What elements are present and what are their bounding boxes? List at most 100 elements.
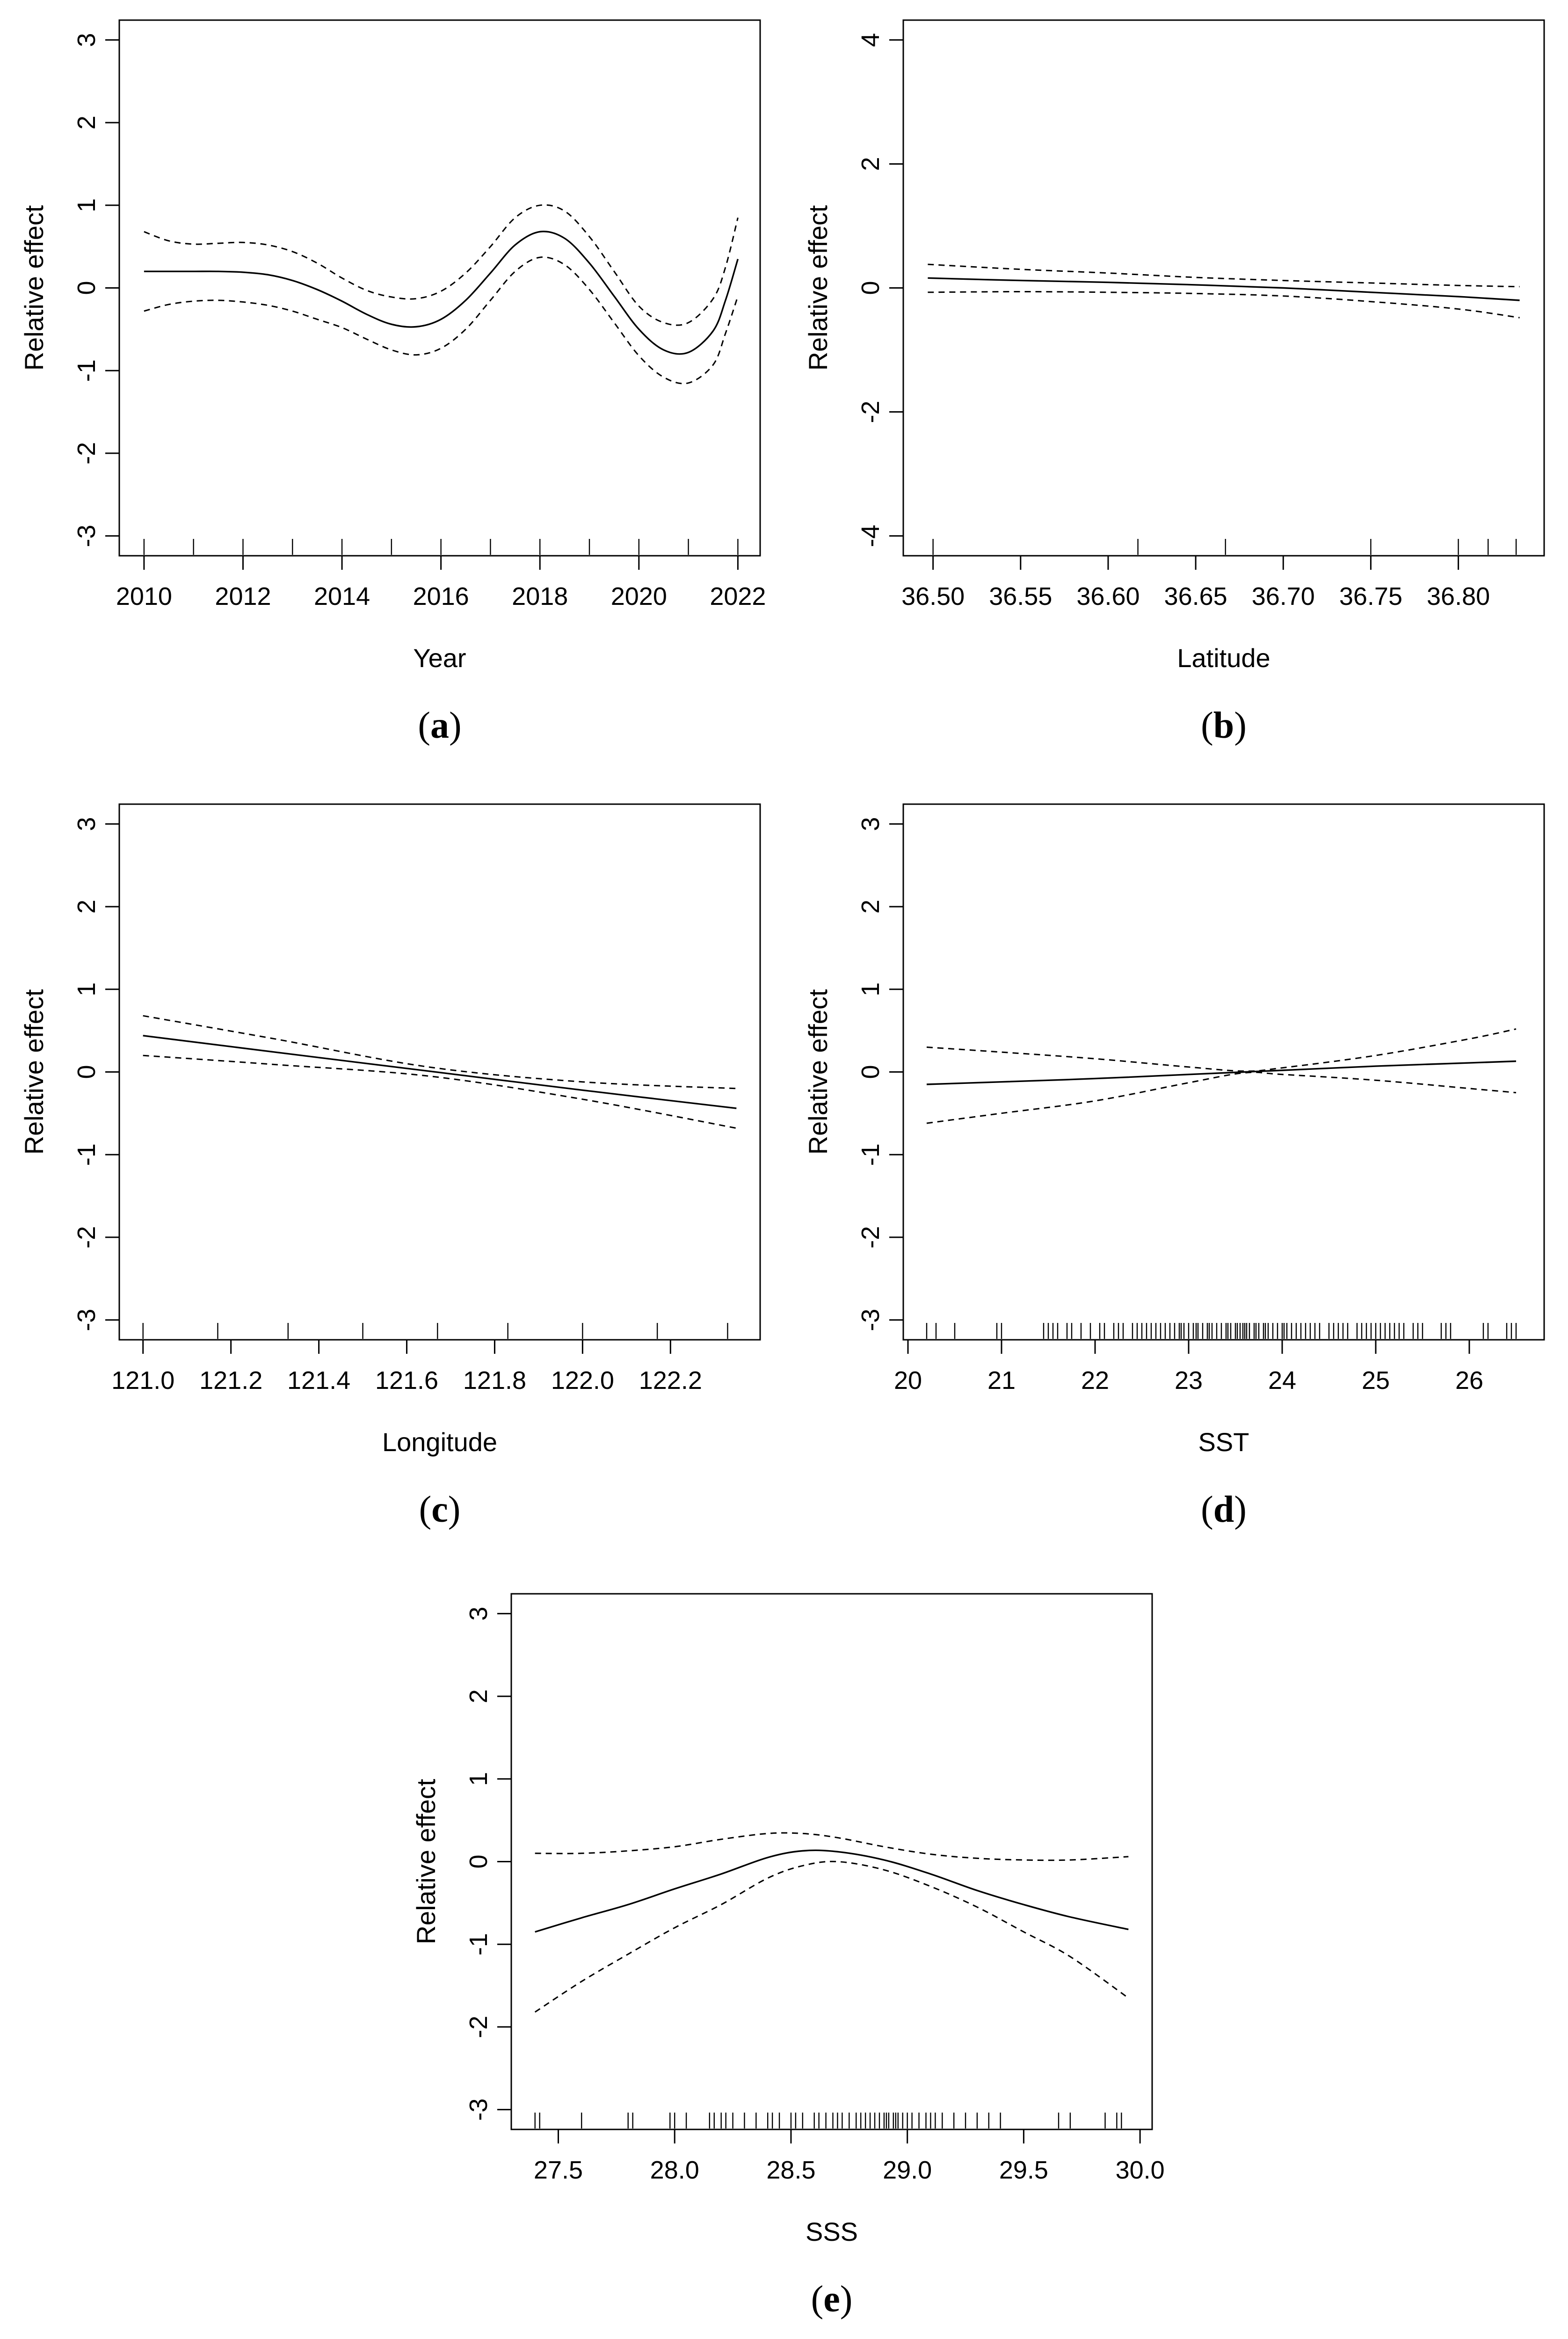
panel-e: 27.5 28.0 28.5 29.0 29.5 30.0 SSS -3 -2 -1 0 1 2 3 Rel…	[392, 1577, 1176, 2325]
gam-smooth-plot-latitude: 36.50 36.55 36.60 36.65 36.70 36.75 36.80 Latit…	[803, 19, 1545, 673]
y-tick-label: 0	[857, 281, 885, 295]
y-tick-label: 3	[465, 1606, 493, 1620]
caption-letter: b	[1213, 705, 1234, 746]
x-tick-label: 121.6	[375, 1366, 438, 1395]
y-tick-label: 4	[857, 33, 885, 47]
caption-paren-close: )	[449, 705, 462, 746]
y-tick-label: 0	[73, 281, 101, 295]
figure-row-1: 2010 2012 2014 2016 2018 2020 2022 Year -3 -2 -1 0 1…	[0, 4, 1568, 751]
y-tick-label: -3	[73, 1309, 101, 1331]
y-tick-label: -1	[73, 359, 101, 382]
y-tick-label: 2	[857, 157, 885, 171]
rug-marks	[143, 539, 739, 555]
ci-lower-line	[144, 256, 739, 385]
y-tick-label: -2	[857, 401, 885, 423]
panel-e-caption: (e)	[392, 2274, 1176, 2325]
y-tick-label: -2	[73, 442, 101, 465]
x-tick-label: 21	[987, 1366, 1016, 1395]
ci-lower-line	[926, 1071, 1517, 1124]
caption-paren-open: (	[418, 705, 430, 746]
x-tick-label: 25	[1362, 1366, 1390, 1395]
y-axis-title: Relative effect	[803, 205, 833, 370]
plot-box	[902, 19, 1545, 557]
ci-lower-line	[143, 1054, 737, 1129]
y-tick-label: 3	[73, 33, 101, 47]
y-tick-label: 1	[857, 982, 885, 996]
caption-letter: e	[823, 2279, 840, 2320]
caption-paren-open: (	[811, 2279, 824, 2320]
y-tick-label: -2	[465, 2016, 493, 2038]
ci-upper-line	[535, 1832, 1129, 1861]
x-tick-label: 2012	[215, 582, 271, 610]
y-axis: -3 -2 -1 0 1 2 3 Relative effect	[19, 817, 119, 1331]
x-axis-title: Year	[413, 643, 466, 673]
x-tick-label: 121.8	[463, 1366, 526, 1395]
rug-marks	[142, 1323, 728, 1339]
y-tick-label: 1	[465, 1772, 493, 1786]
plot-box	[902, 803, 1545, 1341]
y-tick-label: -3	[73, 525, 101, 547]
panel-a-caption: (a)	[0, 700, 784, 751]
gam-smooth-plot-year: 2010 2012 2014 2016 2018 2020 2022 Year -3 -2 -1 0 1…	[19, 19, 766, 673]
y-tick-label: 2	[465, 1689, 493, 1703]
x-tick-label: 36.70	[1252, 582, 1315, 610]
plot-box	[118, 19, 761, 557]
y-tick-label: 2	[857, 900, 885, 914]
fit-line	[928, 277, 1520, 301]
panel-d-caption: (d)	[784, 1484, 1568, 1535]
rug-marks	[534, 2113, 1122, 2128]
x-axis: 121.0 121.2 121.4 121.6 121.8 122.0 122.2 Longi…	[111, 1340, 702, 1457]
x-tick-label: 24	[1268, 1366, 1296, 1395]
y-axis-title: Relative effect	[19, 205, 49, 370]
x-axis: 27.5 28.0 28.5 29.0 29.5 30.0 SSS	[534, 2129, 1165, 2246]
y-tick-label: -3	[465, 2099, 493, 2121]
x-tick-label: 2014	[314, 582, 370, 610]
x-tick-label: 2018	[512, 582, 568, 610]
x-tick-label: 2020	[611, 582, 667, 610]
caption-paren-close: )	[840, 2279, 853, 2320]
panel-a: 2010 2012 2014 2016 2018 2020 2022 Year -3 -2 -1 0 1…	[0, 4, 784, 751]
y-tick-label: 3	[857, 817, 885, 831]
x-axis: 20 21 22 23 24 25 26 SST	[894, 1340, 1483, 1457]
x-tick-label: 36.60	[1076, 582, 1140, 610]
gam-smooth-plot-sss: 27.5 28.0 28.5 29.0 29.5 30.0 SSS -3 -2 -1 0 1 2 3 Rel…	[411, 1593, 1165, 2246]
ci-upper-line	[144, 204, 739, 326]
x-tick-label: 36.50	[901, 582, 965, 610]
x-tick-label: 28.0	[650, 2156, 699, 2184]
x-tick-label: 2022	[710, 582, 766, 610]
x-tick-label: 122.0	[551, 1366, 614, 1395]
x-tick-label: 2016	[413, 582, 469, 610]
x-tick-label: 23	[1175, 1366, 1203, 1395]
caption-letter: d	[1213, 1489, 1234, 1530]
panel-c: 121.0 121.2 121.4 121.6 121.8 122.0 122.2 Longi…	[0, 788, 784, 1535]
y-axis-title: Relative effect	[19, 989, 49, 1155]
y-tick-label: -1	[73, 1143, 101, 1166]
y-tick-label: -4	[857, 525, 885, 547]
y-tick-label: 0	[73, 1065, 101, 1079]
y-axis: -3 -2 -1 0 1 2 3 Relative effect	[411, 1606, 511, 2121]
y-axis: -4 -2 0 2 4 Relative effect	[803, 33, 903, 547]
gam-smooth-plot-longitude: 121.0 121.2 121.4 121.6 121.8 122.0 122.2 Longi…	[19, 803, 761, 1457]
y-axis-title: Relative effect	[803, 989, 833, 1155]
x-tick-label: 22	[1081, 1366, 1109, 1395]
x-tick-label: 36.55	[989, 582, 1052, 610]
y-tick-label: -2	[73, 1226, 101, 1249]
ci-upper-line	[926, 1028, 1517, 1072]
figure-row-3: 27.5 28.0 28.5 29.0 29.5 30.0 SSS -3 -2 -1 0 1 2 3 Rel…	[0, 1577, 1568, 2325]
rug-marks	[926, 1323, 1517, 1339]
caption-paren-close: )	[1234, 1489, 1247, 1530]
y-axis: -3 -2 -1 0 1 2 3 Relative effect	[803, 817, 903, 1331]
y-tick-label: 1	[73, 198, 101, 212]
fit-line	[535, 1849, 1129, 1933]
ci-upper-line	[143, 1015, 737, 1090]
y-axis: -3 -2 -1 0 1 2 3 Relative effect	[19, 33, 119, 547]
caption-paren-open: (	[419, 1489, 432, 1530]
y-tick-label: 3	[73, 817, 101, 831]
x-axis-title: SST	[1198, 1427, 1249, 1457]
panel-c-caption: (c)	[0, 1484, 784, 1535]
y-tick-label: -1	[465, 1933, 493, 1955]
x-tick-label: 122.2	[639, 1366, 702, 1395]
caption-paren-close: )	[448, 1489, 461, 1530]
x-tick-label: 36.65	[1164, 582, 1227, 610]
